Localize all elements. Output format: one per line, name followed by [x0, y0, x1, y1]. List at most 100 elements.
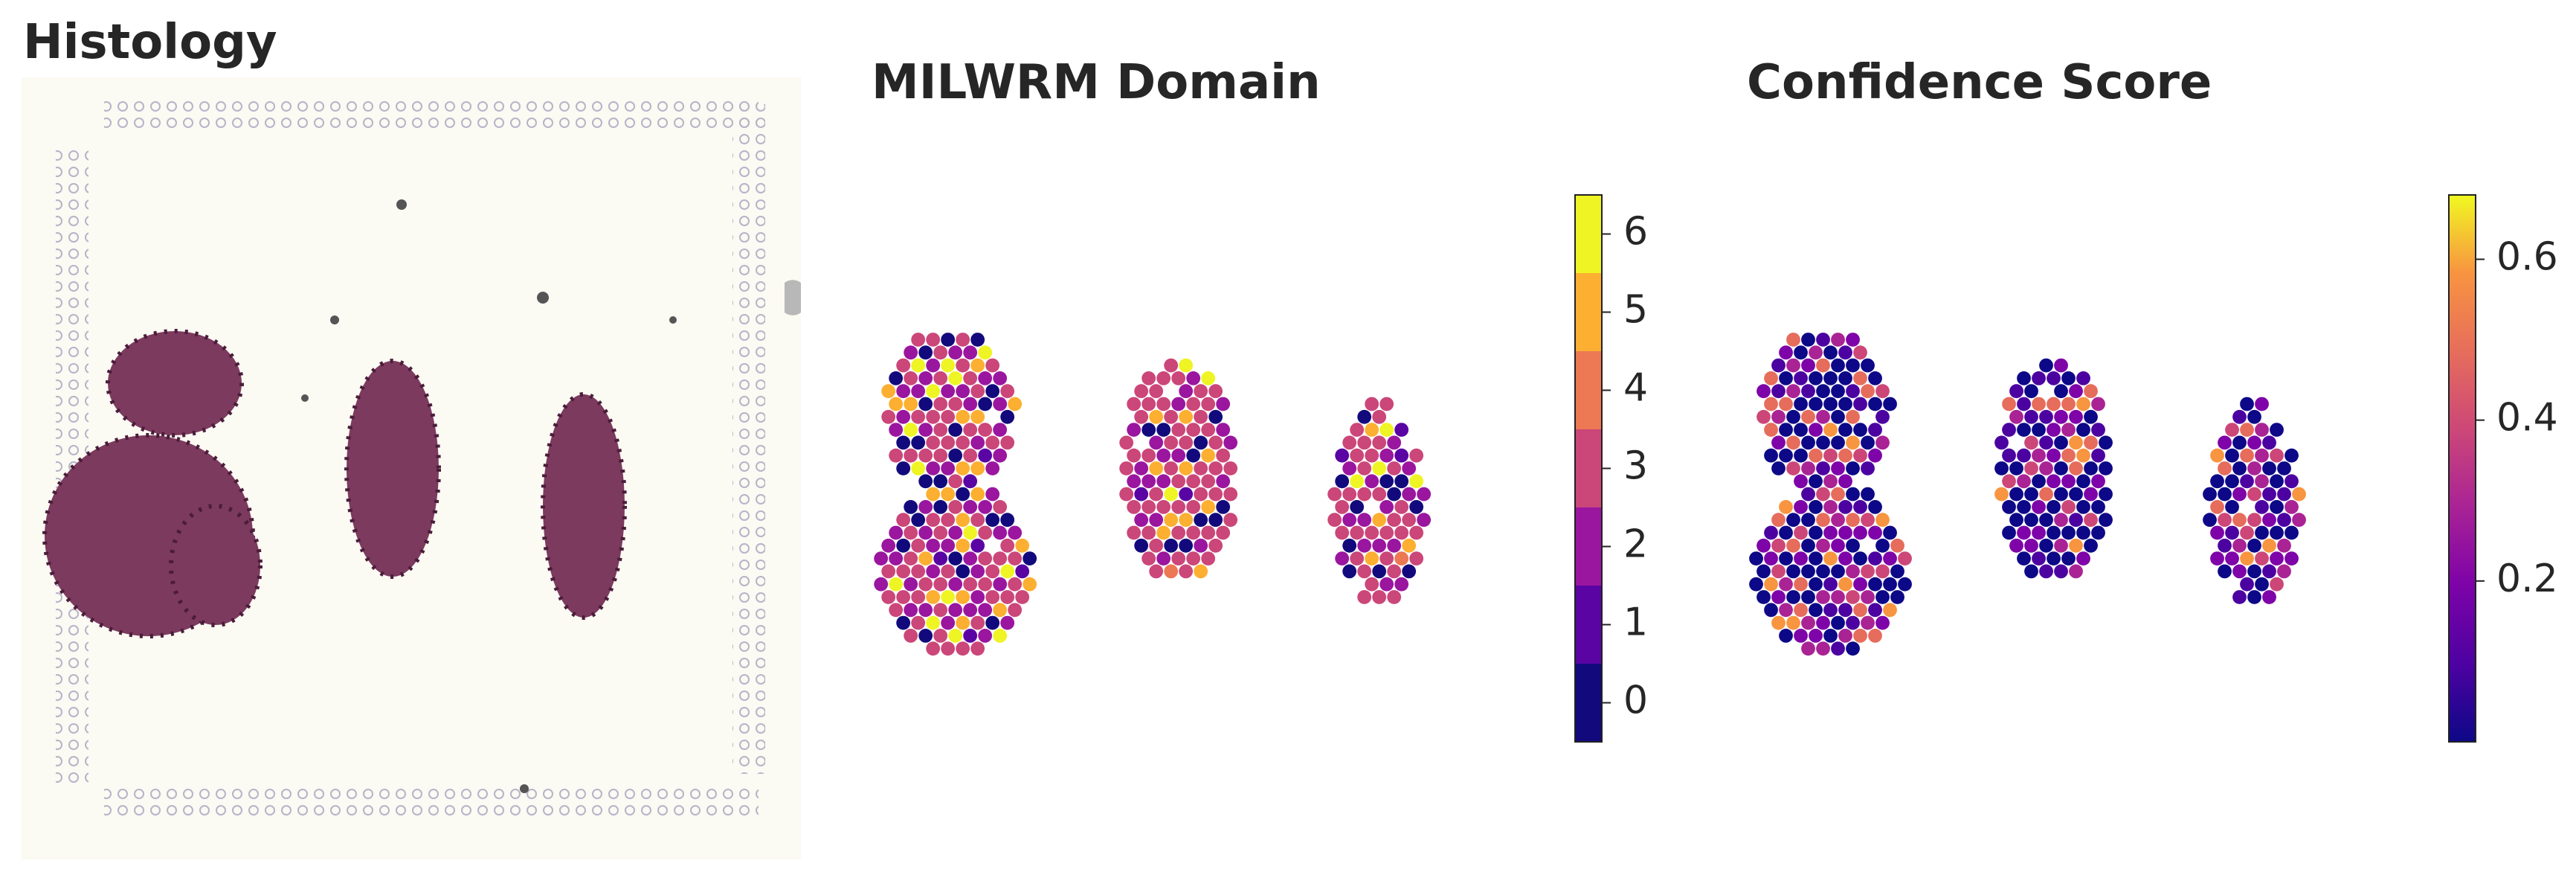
spot — [1786, 538, 1800, 553]
spot — [1008, 397, 1023, 411]
spot — [993, 603, 1008, 618]
spot — [926, 358, 941, 373]
spot — [1875, 513, 1890, 528]
spot — [1786, 384, 1800, 399]
spot — [911, 435, 926, 450]
spot — [948, 499, 963, 514]
spot — [2069, 538, 2083, 553]
spot — [2017, 423, 2031, 437]
spot — [1127, 397, 1142, 411]
spot — [2210, 474, 2224, 489]
spot — [2076, 525, 2090, 540]
spot — [1771, 461, 1786, 475]
spot — [1846, 538, 1860, 553]
spot — [1779, 499, 1793, 514]
spot — [911, 538, 926, 553]
confidence-spots — [1749, 333, 2306, 656]
spot — [896, 384, 911, 399]
spot — [1156, 371, 1171, 385]
spot — [1861, 384, 1875, 399]
spot — [1875, 538, 1890, 553]
spot — [956, 513, 970, 528]
spot — [2262, 461, 2276, 475]
spot — [1409, 551, 1424, 565]
spot — [1000, 590, 1015, 604]
spot — [1134, 513, 1149, 528]
spot — [2009, 513, 2023, 528]
spot — [2002, 397, 2016, 411]
spot — [1816, 641, 1830, 656]
spot — [1794, 525, 1808, 540]
spot — [941, 358, 956, 373]
spot — [918, 577, 933, 592]
spot — [1134, 461, 1149, 475]
spot — [2270, 423, 2284, 437]
spot — [941, 333, 956, 347]
spot — [904, 525, 918, 540]
spot — [1749, 577, 1763, 592]
spot — [1861, 615, 1875, 630]
spot — [2247, 564, 2261, 579]
spot — [1387, 538, 1402, 553]
colorbar-segment — [1575, 664, 1602, 742]
spot — [2061, 525, 2076, 540]
spot — [2009, 538, 2023, 553]
spot — [993, 525, 1008, 540]
spot — [2054, 435, 2068, 450]
spot — [1801, 333, 1815, 347]
spot — [2247, 590, 2261, 604]
spot — [1223, 513, 1238, 528]
spot — [985, 358, 1000, 373]
spot — [1801, 461, 1815, 475]
spot — [1831, 487, 1845, 502]
spot — [2017, 371, 2031, 385]
spot — [2061, 423, 2076, 437]
spot — [2247, 538, 2261, 553]
spot — [1756, 538, 1771, 553]
spot — [1831, 590, 1845, 604]
spot — [948, 345, 963, 360]
spot — [896, 564, 911, 579]
spot — [904, 397, 918, 411]
spot — [1357, 590, 1372, 604]
spot — [1838, 448, 1852, 463]
spot — [889, 448, 904, 463]
spot — [1342, 538, 1357, 553]
spot — [970, 487, 985, 502]
spot — [2076, 371, 2090, 385]
spot — [1831, 615, 1845, 630]
spot — [1142, 499, 1156, 514]
spot — [911, 513, 926, 528]
spot — [1794, 397, 1808, 411]
spot — [1179, 384, 1194, 399]
spot — [1394, 577, 1409, 592]
spot — [904, 371, 918, 385]
spot — [1875, 590, 1890, 604]
spot — [1372, 538, 1387, 553]
spot — [978, 551, 993, 565]
spot — [1853, 628, 1867, 643]
spot — [2054, 487, 2068, 502]
spot — [1801, 590, 1815, 604]
spot — [1365, 551, 1379, 565]
spot — [985, 384, 1000, 399]
spot — [985, 615, 1000, 630]
spot — [1838, 577, 1852, 592]
spot — [1801, 513, 1815, 528]
spot — [904, 577, 918, 592]
spot — [1838, 551, 1852, 565]
spot — [1794, 474, 1808, 489]
spot — [1365, 525, 1379, 540]
spot — [1194, 384, 1208, 399]
spot — [1794, 577, 1808, 592]
spot — [1853, 603, 1867, 618]
spot — [1801, 487, 1815, 502]
spot — [1838, 345, 1852, 360]
spot — [1179, 409, 1194, 424]
spot — [1179, 461, 1194, 475]
spot — [2002, 525, 2016, 540]
spot — [918, 499, 933, 514]
spot — [1186, 397, 1201, 411]
spot — [1342, 461, 1357, 475]
